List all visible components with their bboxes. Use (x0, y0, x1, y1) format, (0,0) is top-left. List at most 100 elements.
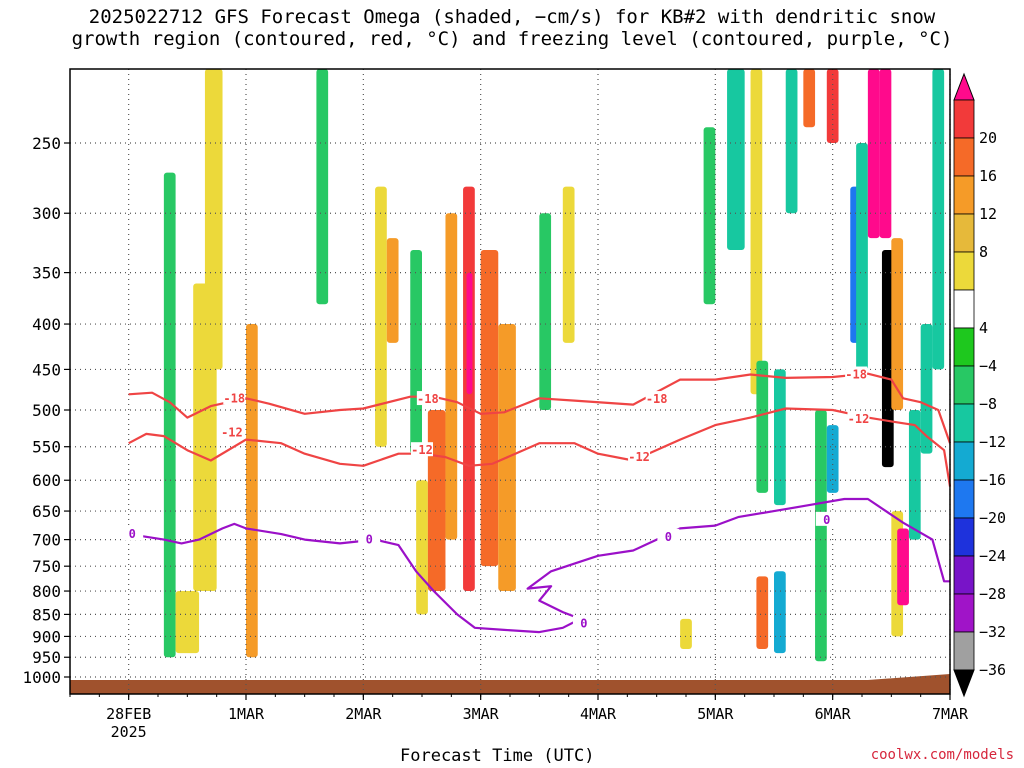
omega-cell (204, 69, 223, 370)
y-tick-label: 500 (32, 401, 61, 420)
y-tick-label: 600 (32, 471, 61, 490)
colorbar-segment (953, 403, 975, 443)
colorbar-segment (953, 99, 975, 139)
omega-cell (386, 238, 399, 343)
x-tick-label: 4MAR (580, 705, 617, 723)
colorbar-label: 16 (979, 167, 997, 185)
omega-cell (316, 69, 329, 305)
colorbar-segment (953, 631, 975, 671)
y-tick-label: 900 (32, 627, 61, 646)
omega-cell (826, 425, 839, 493)
colorbar-label: −32 (979, 623, 1006, 641)
source-credit[interactable]: coolwx.com/models (870, 747, 1014, 763)
omega-cell (410, 249, 422, 454)
omega-cell (756, 576, 769, 650)
colorbar-label: −4 (979, 357, 997, 375)
omega-cell (881, 249, 894, 468)
colorbar-segment (953, 251, 975, 291)
colorbar-segment (953, 289, 975, 329)
y-tick-label: 950 (32, 648, 61, 667)
x-tick-label: 1MAR (228, 705, 265, 723)
contour-label: -12 (848, 412, 870, 426)
omega-cell (803, 69, 816, 128)
title-line-1: 2025022712 GFS Forecast Omega (shaded, −… (88, 6, 936, 28)
contour-line--12 (128, 407, 952, 487)
x-axis-title: Forecast Time (UTC) (400, 746, 595, 766)
omega-cell (908, 410, 921, 540)
y-tick-label: 800 (32, 582, 61, 601)
colorbar-label: −24 (979, 547, 1006, 565)
chart-title: 2025022712 GFS Forecast Omega (shaded, −… (0, 6, 1024, 50)
omega-cell (867, 69, 880, 239)
omega-cell (680, 618, 692, 650)
contour-label-bg (845, 366, 868, 381)
colorbar-label: 20 (979, 129, 997, 147)
colorbar-segment (953, 441, 975, 481)
omega-cell (163, 172, 176, 658)
contour-label-bg (645, 391, 668, 406)
omega-cell (375, 186, 387, 447)
contour-label: -12 (628, 450, 650, 464)
y-axis: 250 300 350 400 450 500 550 600 650 700 750 800 850 9… (22, 134, 70, 687)
colorbar-segment (953, 175, 975, 215)
terrain-rise (867, 674, 950, 680)
omega-cell (897, 528, 909, 606)
omega-cell (879, 69, 892, 239)
omega-shading-layer (163, 69, 945, 662)
contour-label: -18 (223, 391, 245, 405)
omega-cell (826, 69, 839, 143)
contour-label-bg (223, 390, 246, 405)
contour-label-bg (121, 526, 144, 541)
contour-label-bg (657, 528, 680, 543)
y-tick-label: 850 (32, 605, 61, 624)
x-tick-label: 3MAR (463, 705, 500, 723)
omega-cell (246, 324, 258, 658)
x-tick-label: 6MAR (815, 705, 852, 723)
colorbar-segment (953, 327, 975, 367)
colorbar-label: −16 (979, 471, 1006, 489)
colorbar-label: 4 (979, 319, 988, 337)
omega-cell (703, 127, 716, 305)
omega-cell (756, 360, 769, 493)
surface-terrain-layer (70, 674, 950, 694)
contour-label-bg (358, 531, 381, 546)
omega-cell (416, 480, 428, 615)
y-tick-label: 400 (32, 315, 61, 334)
omega-cell (920, 324, 933, 454)
terrain-strip (70, 680, 950, 694)
colorbar-label: −20 (979, 509, 1006, 527)
colorbar-segment (953, 517, 975, 557)
colorbar: 20 16 12 8 4 −4 −8 −12 −16 −20 −24 −28 −32 −36 (953, 72, 1006, 698)
omega-cell (466, 272, 473, 395)
omega-cell (427, 410, 446, 592)
y-tick-label: 550 (32, 438, 61, 457)
omega-cell (774, 369, 786, 506)
omega-cell (562, 186, 575, 343)
contour-label: -18 (417, 392, 439, 406)
omega-cell (815, 410, 827, 662)
omega-cell (891, 238, 904, 410)
colorbar-segment (953, 137, 975, 177)
colorbar-label: −12 (979, 433, 1006, 451)
x-tick-sublabel: 2025 (111, 723, 147, 741)
contour-label: -12 (411, 443, 433, 457)
x-tick-label: 2MAR (345, 705, 382, 723)
colorbar-segment (953, 555, 975, 595)
colorbar-segment (953, 479, 975, 519)
y-tick-label: 750 (32, 557, 61, 576)
y-tick-label: 350 (32, 264, 61, 283)
contour-layer: -18 -18 -18 -18 -12 -12 -12 -12 0 0 0 0 0 (121, 366, 952, 634)
omega-cell (445, 213, 458, 540)
contour-label: -18 (845, 368, 867, 382)
contour-line-0 (128, 497, 950, 634)
x-tick-label: 28FEB (106, 705, 151, 723)
omega-cell (539, 213, 552, 410)
contour-label: 0 (665, 530, 672, 544)
colorbar-top-arrow (953, 72, 975, 101)
colorbar-label: 8 (979, 243, 988, 261)
contour-label: 0 (129, 527, 136, 541)
omega-cell (932, 69, 945, 370)
contour-label-bg (628, 449, 651, 464)
